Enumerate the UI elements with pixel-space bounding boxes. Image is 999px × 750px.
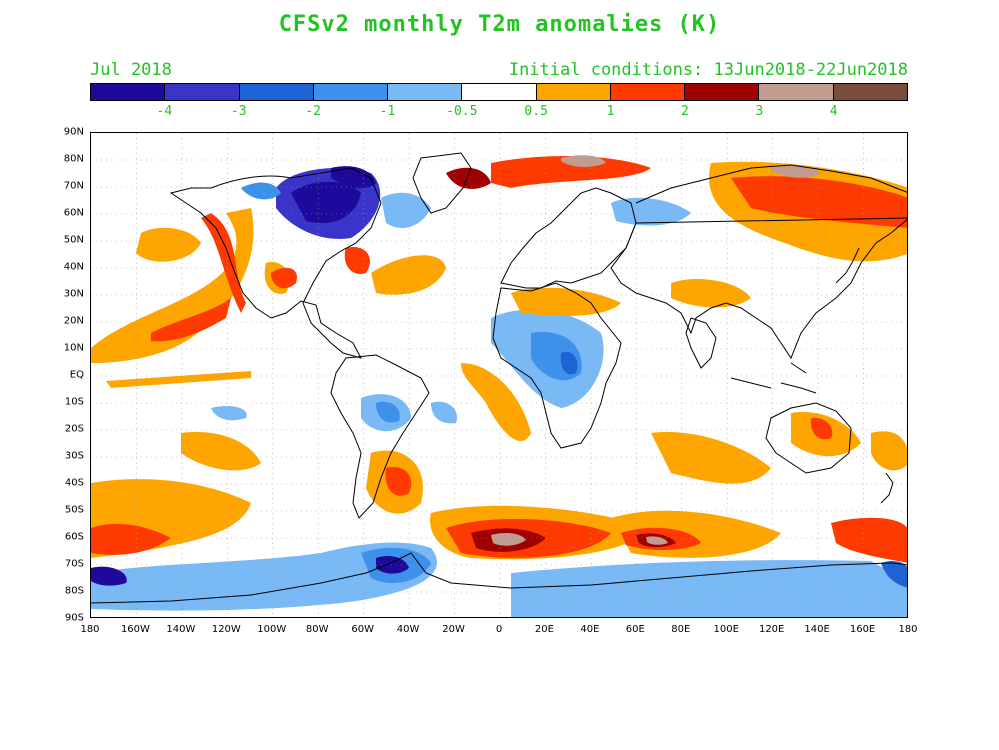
latitude-label: 90S: [64, 612, 84, 624]
latitude-label: 90N: [63, 126, 84, 138]
latitude-label: 10S: [64, 396, 84, 408]
longitude-label: 140E: [804, 624, 830, 635]
colorbar-swatch: [165, 84, 240, 100]
latitude-label: 70N: [63, 180, 84, 192]
colorbar-swatch: [313, 84, 389, 100]
longitude-label: 180: [898, 624, 918, 635]
latitude-label: 70S: [64, 558, 84, 570]
latitude-label: 30S: [64, 450, 84, 462]
forecast-month: Jul 2018: [90, 60, 172, 80]
latitude-label: 40S: [64, 477, 84, 489]
anomaly-map: [90, 132, 908, 618]
longitude-label: 180: [80, 624, 100, 635]
colorbar-label: 0.5: [524, 104, 548, 119]
longitude-label: 60E: [625, 624, 645, 635]
colorbar-label: 3: [755, 104, 764, 119]
colorbar-swatch: [610, 84, 686, 100]
latitude-label: 50S: [64, 504, 84, 516]
longitude-label: 80E: [671, 624, 691, 635]
colorbar-label: 1: [606, 104, 615, 119]
colorbar-label: 2: [680, 104, 689, 119]
longitude-label: 160E: [849, 624, 876, 635]
longitude-label: 40W: [396, 624, 420, 635]
colorbar-label: -2: [305, 104, 321, 119]
colorbar-swatch: [239, 84, 314, 100]
latitude-label: 80S: [64, 585, 84, 597]
colorbar-label: 4: [829, 104, 838, 119]
longitude-label: 120E: [758, 624, 785, 635]
colorbar-swatch: [536, 84, 611, 100]
colorbar-label: -1: [379, 104, 396, 119]
anomaly-fields: [91, 155, 907, 617]
coastlines: [91, 152, 907, 604]
latitude-label: 40N: [63, 261, 84, 273]
latitude-label: 30N: [63, 288, 84, 300]
map-svg: [91, 133, 907, 617]
latitude-label: 60S: [64, 531, 84, 543]
latitude-label: 10N: [63, 342, 84, 354]
latitude-label: 20S: [64, 423, 84, 435]
longitude-label: 160W: [120, 624, 150, 635]
colorbar-swatch: [759, 84, 834, 100]
longitude-label: 100E: [713, 624, 739, 635]
colorbar-swatch: [833, 84, 907, 100]
latitude-label: 20N: [63, 315, 84, 327]
longitude-label: 0: [495, 624, 503, 635]
chart-title: CFSv2 monthly T2m anomalies (K): [278, 12, 721, 37]
latitude-label: 80N: [63, 153, 84, 165]
longitude-label: 120W: [211, 624, 241, 635]
longitude-label: 20E: [534, 624, 554, 635]
longitude-label: 100W: [257, 624, 287, 635]
longitude-label: 140W: [166, 624, 196, 635]
colorbar: [90, 83, 908, 101]
latitude-label: 50N: [63, 234, 84, 246]
longitude-label: 40E: [580, 624, 600, 635]
colorbar-swatch: [685, 84, 760, 100]
colorbar-label: -3: [230, 104, 247, 119]
colorbar-label: -0.5: [446, 104, 478, 119]
latitude-label: 60N: [63, 207, 84, 219]
initial-conditions: Initial conditions: 13Jun2018-22Jun2018: [508, 60, 908, 80]
colorbar-labels: -4 -3 -2 -1 -0.5 0.5 1 2 3 4: [0, 104, 999, 122]
longitude-label: 20W: [442, 624, 465, 635]
colorbar-label: -4: [156, 104, 173, 119]
colorbar-swatch: [91, 84, 166, 100]
latitude-label: EQ: [69, 369, 84, 381]
colorbar-swatch: [462, 84, 537, 100]
longitude-label: 60W: [351, 624, 374, 635]
longitude-label: 80W: [305, 624, 329, 635]
colorbar-swatch: [388, 84, 463, 100]
